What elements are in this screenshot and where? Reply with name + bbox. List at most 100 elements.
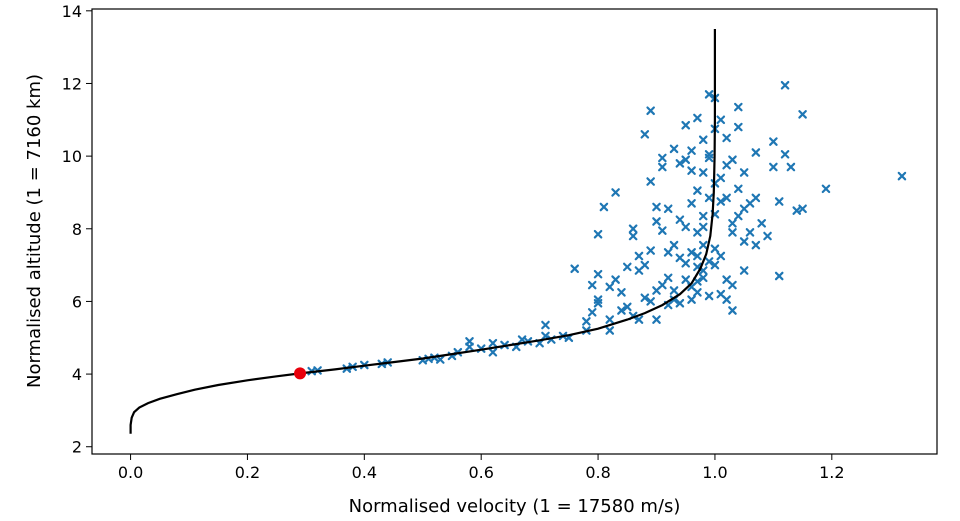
data-point	[663, 248, 673, 257]
data-point	[634, 251, 644, 261]
data-point	[704, 150, 714, 159]
data-point	[734, 122, 743, 132]
data-point	[734, 102, 743, 112]
data-point	[734, 184, 743, 194]
data-point	[716, 251, 726, 261]
data-point	[658, 162, 667, 172]
x-tick-label: 0.6	[468, 463, 493, 482]
data-point	[763, 231, 772, 241]
data-point	[570, 264, 579, 274]
data-point	[780, 150, 790, 159]
data-point	[698, 222, 708, 232]
data-point	[734, 211, 743, 221]
data-point	[751, 193, 761, 203]
data-point	[739, 266, 749, 275]
data-point	[658, 226, 667, 235]
data-point	[716, 197, 726, 206]
data-point	[605, 315, 615, 324]
data-point	[693, 277, 702, 286]
data-point	[710, 244, 720, 254]
data-point	[722, 295, 731, 304]
data-point	[693, 113, 702, 123]
y-axis-ticks: 2 4 6 8 10 12 14	[62, 2, 92, 457]
data-point	[663, 204, 673, 214]
x-tick-label: 0.4	[352, 463, 377, 482]
data-point	[728, 155, 737, 165]
data-point	[628, 224, 638, 234]
data-point	[739, 237, 749, 246]
data-point	[593, 298, 603, 308]
y-axis-label: Normalised altitude (1 = 7160 km)	[24, 74, 45, 388]
data-point	[658, 153, 667, 163]
data-point	[675, 159, 685, 168]
data-point	[687, 166, 696, 175]
x-tick-label: 1.2	[819, 463, 844, 482]
data-point	[593, 269, 603, 279]
data-point	[698, 240, 708, 250]
data-point	[728, 219, 737, 228]
data-point	[646, 246, 655, 255]
data-point	[681, 258, 691, 268]
data-point	[669, 144, 679, 154]
data-point	[617, 306, 626, 315]
data-point	[704, 193, 714, 203]
data-point	[681, 120, 691, 130]
x-axis-label: Normalised velocity (1 = 17580 m/s)	[349, 496, 681, 517]
data-point	[728, 306, 737, 315]
data-point	[658, 280, 667, 290]
data-point	[640, 130, 650, 139]
data-point	[617, 288, 626, 297]
data-point	[640, 293, 650, 303]
data-point	[710, 260, 720, 270]
data-point	[611, 275, 620, 284]
y-tick-label: 12	[62, 74, 82, 93]
data-point	[821, 184, 831, 194]
data-point	[798, 204, 807, 214]
y-tick-label: 6	[72, 292, 82, 311]
data-point	[704, 291, 714, 301]
data-point	[722, 193, 731, 203]
data-point	[769, 162, 778, 172]
data-point	[435, 355, 445, 364]
highlight-point-marker	[294, 367, 307, 380]
data-point	[652, 202, 661, 212]
data-point	[716, 173, 726, 183]
data-point	[582, 317, 591, 326]
data-point	[465, 337, 474, 346]
data-point	[704, 90, 714, 99]
data-point	[751, 148, 761, 157]
x-axis-ticks: 0.0 0.2 0.4 0.6 0.8 1.0 1.2	[118, 454, 845, 482]
data-point	[698, 135, 708, 145]
data-point	[669, 240, 679, 250]
data-point	[745, 228, 755, 237]
data-point	[774, 271, 784, 281]
data-point	[646, 297, 655, 306]
data-point	[622, 262, 632, 272]
data-point	[646, 106, 655, 116]
data-point	[769, 137, 778, 146]
y-tick-label: 2	[72, 438, 82, 457]
data-point	[757, 219, 766, 228]
data-point	[798, 110, 807, 119]
x-tick-label: 0.8	[585, 463, 610, 482]
data-point	[687, 199, 696, 208]
data-point	[728, 228, 737, 237]
x-tick-label: 0.2	[235, 463, 260, 482]
data-point	[541, 320, 550, 330]
y-tick-label: 4	[72, 365, 82, 384]
data-point	[698, 168, 708, 177]
model-curve-line	[129, 29, 716, 434]
data-point	[587, 280, 597, 290]
data-point	[488, 347, 498, 357]
plot-area-frame	[91, 8, 938, 455]
data-point	[605, 282, 615, 292]
data-point	[698, 211, 708, 221]
data-point	[681, 155, 691, 165]
x-tick-label: 0.0	[118, 463, 143, 482]
data-point	[675, 298, 685, 308]
data-point	[646, 177, 655, 186]
data-point	[611, 188, 620, 197]
data-point	[675, 215, 685, 224]
data-point	[652, 315, 661, 324]
data-point	[698, 273, 708, 283]
